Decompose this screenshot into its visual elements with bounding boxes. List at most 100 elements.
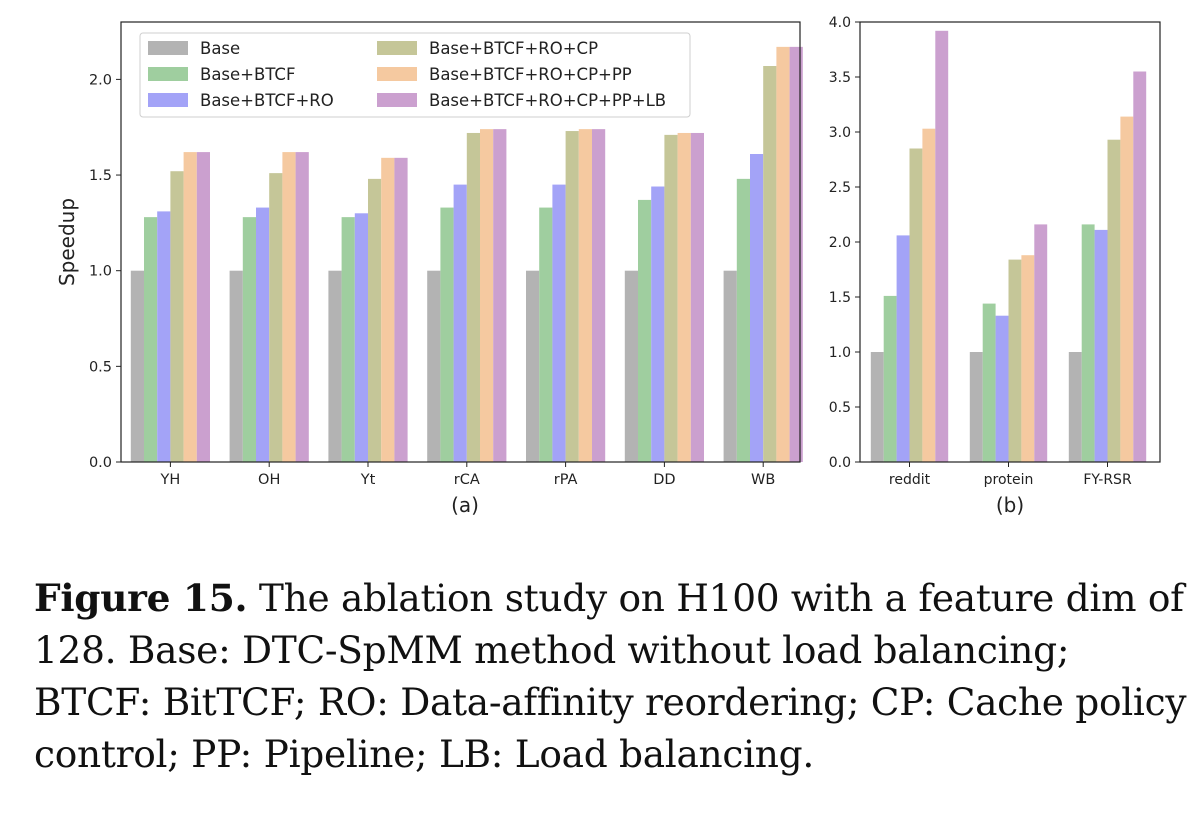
bar-DD-s5 (690, 132, 704, 462)
bar-FY-RSR-s4 (1120, 116, 1134, 462)
bar-rCA-s5 (493, 129, 507, 462)
x-tick-label: reddit (889, 472, 931, 488)
caption-label: Figure 15. (34, 576, 248, 620)
x-tick-label: rCA (454, 472, 480, 488)
bar-FY-RSR-s1 (1081, 224, 1095, 462)
bar-rCA-s0 (427, 270, 441, 462)
y-tick-label: 1.5 (829, 290, 851, 306)
legend-label: Base+BTCF+RO (200, 91, 334, 110)
y-tick-label: 2.5 (829, 180, 851, 196)
legend-label: Base+BTCF+RO+CP+PP+LB (429, 91, 666, 110)
legend-swatch (148, 41, 188, 55)
bar-OH-s5 (295, 152, 309, 462)
y-tick-label: 0.5 (829, 400, 851, 416)
legend-label: Base+BTCF+RO+CP (429, 39, 598, 58)
bar-reddit-s4 (922, 128, 936, 462)
bar-YH-s5 (196, 152, 210, 462)
bar-YH-s4 (183, 152, 197, 462)
bar-Yt-s0 (328, 270, 342, 462)
y-tick-label: 2.0 (829, 235, 851, 251)
x-tick-label: DD (653, 472, 675, 488)
legend-swatch (377, 93, 417, 107)
bar-reddit-s3 (909, 148, 923, 462)
plot-frame (859, 21, 1161, 463)
bar-DD-s1 (638, 199, 652, 462)
legend-swatch (377, 67, 417, 81)
bar-rCA-s2 (453, 184, 467, 463)
y-axis-label: Speedup (55, 198, 79, 286)
bar-WB-s5 (789, 46, 803, 463)
y-tick-label: 3.0 (829, 125, 851, 141)
bar-rCA-s3 (466, 132, 480, 462)
bar-rCA-s1 (440, 207, 454, 462)
y-tick-label: 2.0 (89, 72, 112, 88)
bar-DD-s2 (651, 186, 665, 462)
bar-FY-RSR-s5 (1133, 71, 1147, 462)
bar-protein-s5 (1034, 224, 1048, 462)
bar-DD-s3 (664, 134, 678, 462)
bar-rPA-s4 (578, 129, 592, 462)
x-tick-label: YH (160, 472, 181, 488)
bar-DD-s0 (624, 270, 638, 462)
bar-reddit-s5 (935, 30, 949, 463)
bar-OH-s1 (242, 217, 256, 462)
bar-Yt-s4 (381, 157, 395, 462)
bar-WB-s1 (736, 178, 750, 462)
bar-rPA-s3 (565, 131, 579, 463)
bar-WB-s2 (750, 154, 764, 462)
legend-swatch (377, 41, 417, 55)
bar-WB-s4 (776, 46, 790, 463)
bar-FY-RSR-s0 (1068, 352, 1082, 462)
bar-protein-s0 (969, 352, 983, 462)
legend-swatch (148, 67, 188, 81)
x-tick-label: OH (258, 472, 280, 488)
bar-reddit-s0 (870, 352, 884, 462)
x-tick-label: protein (984, 472, 1034, 488)
y-tick-label: 3.5 (829, 70, 851, 86)
bar-protein-s2 (995, 315, 1009, 462)
bar-Yt-s5 (394, 157, 408, 462)
bar-rCA-s4 (480, 129, 494, 462)
legend-swatch (148, 93, 188, 107)
panel-sublabel: (b) (996, 493, 1024, 517)
y-tick-label: 4.0 (829, 15, 851, 31)
bar-protein-s4 (1021, 255, 1035, 462)
bar-OH-s0 (229, 270, 243, 462)
ablation-figure: YH OH Yt rCA rPA DD WB 0.0 0.5 1.0 1.5 2.0 (a) Speedu… (55, 15, 1161, 517)
bar-protein-s1 (982, 303, 996, 462)
legend-label: Base+BTCF (200, 65, 295, 84)
bar-FY-RSR-s2 (1094, 229, 1108, 462)
bar-OH-s4 (282, 152, 296, 462)
bar-reddit-s2 (896, 235, 910, 462)
bar-OH-s3 (269, 173, 283, 462)
y-tick-label: 0.0 (829, 455, 851, 471)
bar-WB-s0 (723, 270, 737, 462)
bar-rPA-s0 (526, 270, 540, 462)
bar-YH-s2 (157, 211, 171, 462)
bar-rPA-s5 (592, 129, 606, 462)
y-tick-label: 1.5 (89, 168, 112, 184)
bar-Yt-s3 (368, 178, 382, 462)
bar-WB-s3 (763, 66, 777, 462)
legend-label: Base+BTCF+RO+CP+PP (429, 65, 632, 84)
bar-reddit-s1 (883, 295, 897, 462)
figure-caption: Figure 15. The ablation study on H100 wi… (34, 572, 1194, 780)
bar-YH-s0 (130, 270, 144, 462)
bar-rPA-s1 (539, 207, 553, 462)
y-tick-label: 0.5 (89, 359, 112, 375)
bar-FY-RSR-s3 (1107, 139, 1121, 462)
bar-DD-s4 (677, 132, 691, 462)
bar-YH-s1 (144, 217, 158, 462)
panel-sublabel: (a) (451, 493, 479, 517)
x-tick-label: WB (751, 472, 775, 488)
bar-Yt-s2 (354, 213, 368, 462)
bar-YH-s3 (170, 171, 184, 462)
bar-OH-s2 (256, 207, 270, 462)
x-tick-label: rPA (554, 472, 578, 488)
bar-protein-s3 (1008, 259, 1022, 462)
caption-text: The ablation study on H100 with a featur… (34, 576, 1187, 776)
x-tick-label: FY-RSR (1083, 472, 1132, 488)
y-tick-label: 1.0 (89, 264, 112, 280)
y-tick-label: 0.0 (89, 455, 112, 471)
bar-rPA-s2 (552, 184, 566, 463)
